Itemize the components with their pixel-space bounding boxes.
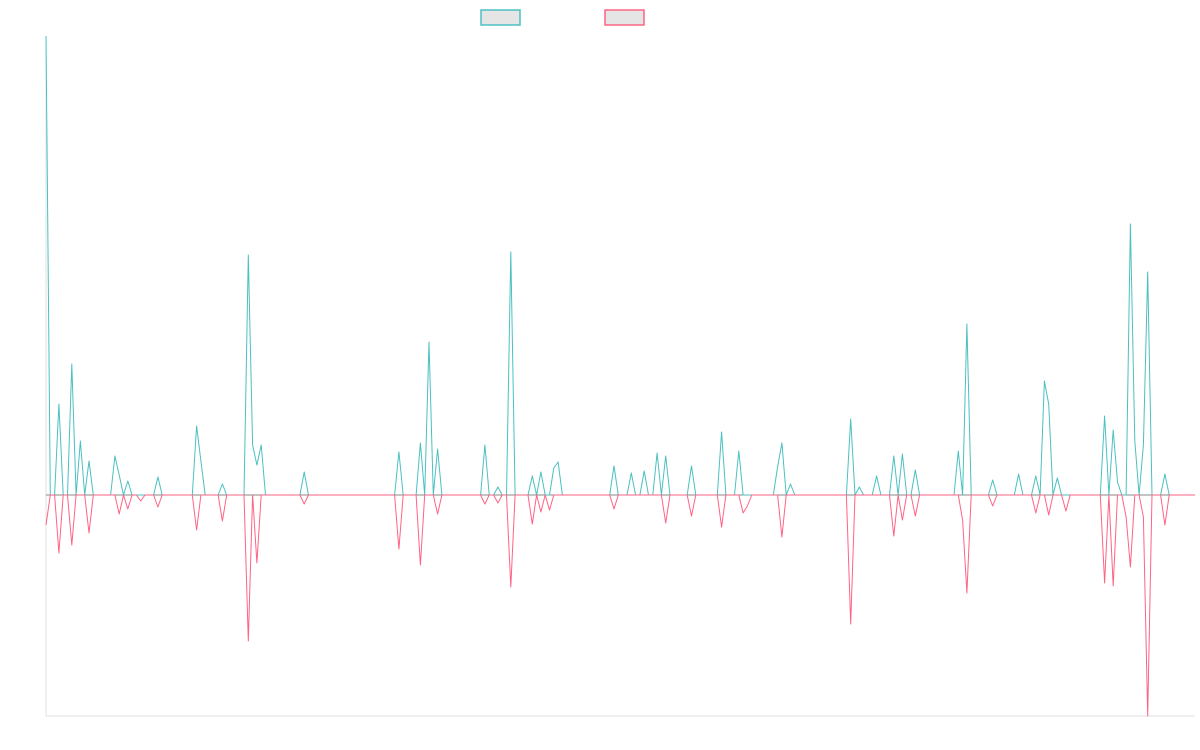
series-line-2 (45, 494, 1195, 717)
legend-swatch-series-2 (604, 9, 645, 26)
legend-item-series-2[interactable] (604, 9, 645, 26)
series-line-1 (45, 35, 1195, 496)
legend (480, 9, 645, 26)
legend-swatch-series-1 (480, 9, 521, 26)
plot-area (45, 35, 1195, 717)
legend-item-series-1[interactable] (480, 9, 521, 26)
